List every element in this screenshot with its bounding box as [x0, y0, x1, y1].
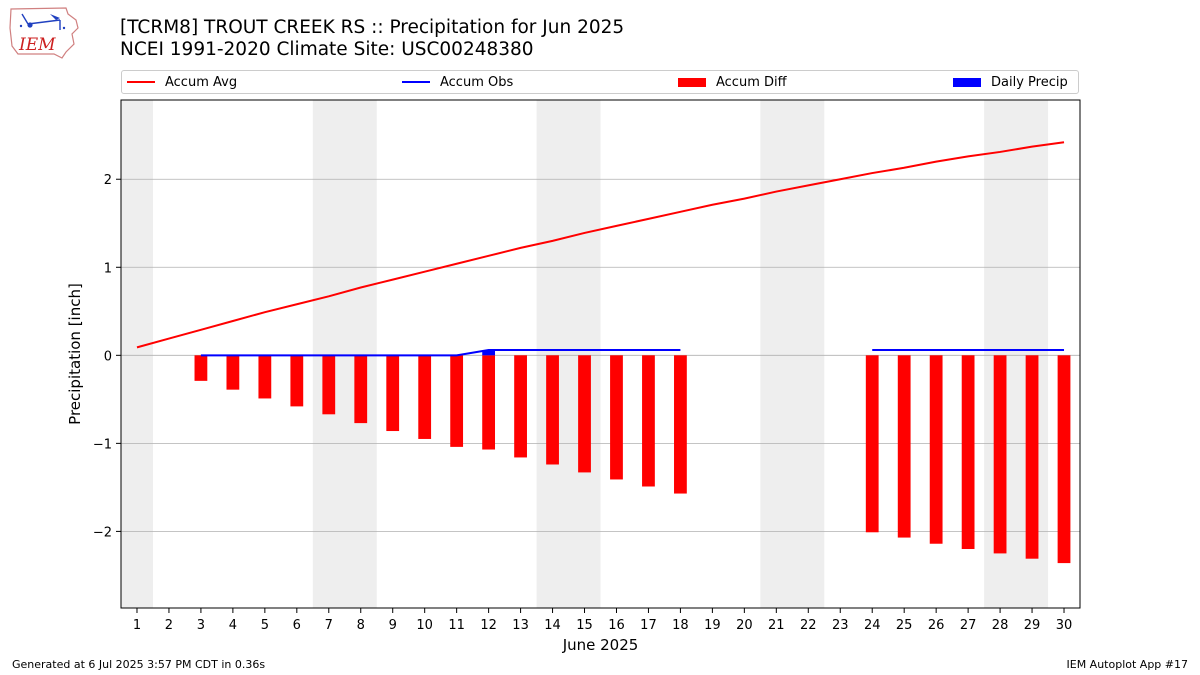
x-tick-label-25: 25 [896, 618, 913, 633]
accum-diff-bar-day-27 [961, 355, 975, 550]
x-tick-label-19: 19 [704, 618, 721, 633]
y-tick-label-2: 0 [104, 349, 112, 364]
accum-diff-bar-day-18 [674, 355, 687, 494]
x-tick-label-3: 3 [197, 618, 205, 633]
accum-diff-bar-day-17 [642, 355, 655, 487]
chart-title: [TCRM8] TROUT CREEK RS :: Precipitation … [120, 17, 625, 38]
y-axis-label: Precipitation [inch] [66, 283, 84, 425]
accum-diff-bar-day-10 [418, 355, 432, 439]
x-tick-label-2: 2 [165, 618, 173, 633]
x-tick-label-7: 7 [325, 618, 333, 633]
legend-item-accum-obs: Accum Obs [402, 71, 513, 93]
plot-frame [120, 99, 1081, 609]
footer-app: IEM Autoplot App #17 [1066, 658, 1189, 671]
weekend-shade-0 [121, 100, 153, 608]
legend-swatch-accum-diff [678, 77, 706, 87]
x-tick-label-11: 11 [448, 618, 465, 633]
accum-diff-bar-day-3 [194, 355, 208, 381]
legend: Accum Avg Accum Obs Accum Diff Daily Pre… [121, 70, 1079, 94]
chart-title-block: [TCRM8] TROUT CREEK RS :: Precipitation … [120, 17, 624, 61]
legend-label-accum-obs: Accum Obs [440, 74, 514, 90]
x-tick-label-10: 10 [416, 618, 433, 633]
accum-diff-bar-day-28 [993, 355, 1007, 554]
legend-swatch-daily-precip [953, 77, 981, 87]
legend-label-daily-precip: Daily Precip [991, 74, 1068, 90]
weekend-shade-1 [312, 100, 377, 608]
accum-diff-bar-day-6 [290, 355, 304, 407]
iem-logo: IEM [9, 7, 79, 59]
iem-logo-text: IEM [18, 35, 56, 55]
x-tick-label-30: 30 [1056, 618, 1073, 633]
x-tick-label-16: 16 [608, 618, 625, 633]
x-tick-label-21: 21 [768, 618, 785, 633]
x-tick-label-23: 23 [832, 618, 849, 633]
x-tick-label-13: 13 [512, 618, 529, 633]
legend-label-accum-avg: Accum Avg [165, 74, 238, 90]
y-tick-label-1: −1 [93, 437, 112, 452]
x-tick-label-1: 1 [133, 618, 141, 633]
legend-label-accum-diff: Accum Diff [716, 74, 787, 90]
legend-item-daily-precip: Daily Precip [953, 71, 1068, 93]
x-tick-label-14: 14 [544, 618, 561, 633]
y-tick-label-3: 1 [104, 261, 112, 276]
x-axis-label: June 2025 [562, 636, 639, 654]
x-tick-label-24: 24 [864, 618, 881, 633]
footer-generated: Generated at 6 Jul 2025 3:57 PM CDT in 0… [12, 658, 266, 671]
x-tick-label-22: 22 [800, 618, 817, 633]
x-tick-label-5: 5 [261, 618, 269, 633]
accum-diff-bar-day-7 [322, 355, 336, 415]
accum-diff-bar-day-16 [610, 355, 623, 480]
accum-diff-bar-day-26 [929, 355, 943, 544]
accum-diff-bar-day-5 [258, 355, 272, 399]
chart-subtitle: NCEI 1991-2020 Climate Site: USC00248380 [120, 39, 534, 60]
x-tick-label-28: 28 [992, 618, 1009, 633]
legend-swatch-accum-avg [127, 81, 155, 83]
x-tick-label-26: 26 [928, 618, 945, 633]
x-tick-label-15: 15 [576, 618, 593, 633]
accum-diff-bar-day-9 [386, 355, 400, 432]
x-tick-label-17: 17 [640, 618, 657, 633]
x-tick-label-29: 29 [1024, 618, 1041, 633]
daily-precip-bar-day-12 [482, 350, 496, 356]
x-tick-label-9: 9 [389, 618, 397, 633]
legend-item-accum-diff: Accum Diff [678, 71, 787, 93]
weekend-shade-2 [536, 100, 601, 608]
accum-diff-bar-day-14 [546, 355, 559, 465]
x-tick-label-4: 4 [229, 618, 237, 633]
x-tick-label-6: 6 [293, 618, 301, 633]
accum-diff-bar-day-11 [450, 355, 464, 447]
accum-diff-bar-day-24 [865, 355, 879, 533]
accum-diff-bar-day-30 [1057, 355, 1071, 564]
legend-item-accum-avg: Accum Avg [127, 71, 237, 93]
accum-diff-bar-day-15 [578, 355, 591, 473]
accum-diff-bar-day-13 [514, 355, 527, 458]
accum-avg-line [136, 141, 1065, 349]
y-tick-label-4: 2 [104, 173, 112, 188]
legend-swatch-accum-obs [402, 81, 430, 83]
x-tick-label-12: 12 [480, 618, 497, 633]
x-tick-label-20: 20 [736, 618, 753, 633]
x-tick-label-18: 18 [672, 618, 689, 633]
y-tick-label-0: −2 [93, 525, 112, 540]
accum-diff-bar-day-4 [226, 355, 240, 390]
accum-obs-line-segment-0 [200, 349, 681, 357]
accum-diff-bar-day-12 [482, 355, 496, 450]
accum-diff-bar-day-29 [1025, 355, 1039, 559]
accum-diff-bar-day-8 [354, 355, 368, 424]
x-tick-label-8: 8 [357, 618, 365, 633]
x-tick-label-27: 27 [960, 618, 977, 633]
accum-diff-bar-day-25 [897, 355, 911, 538]
